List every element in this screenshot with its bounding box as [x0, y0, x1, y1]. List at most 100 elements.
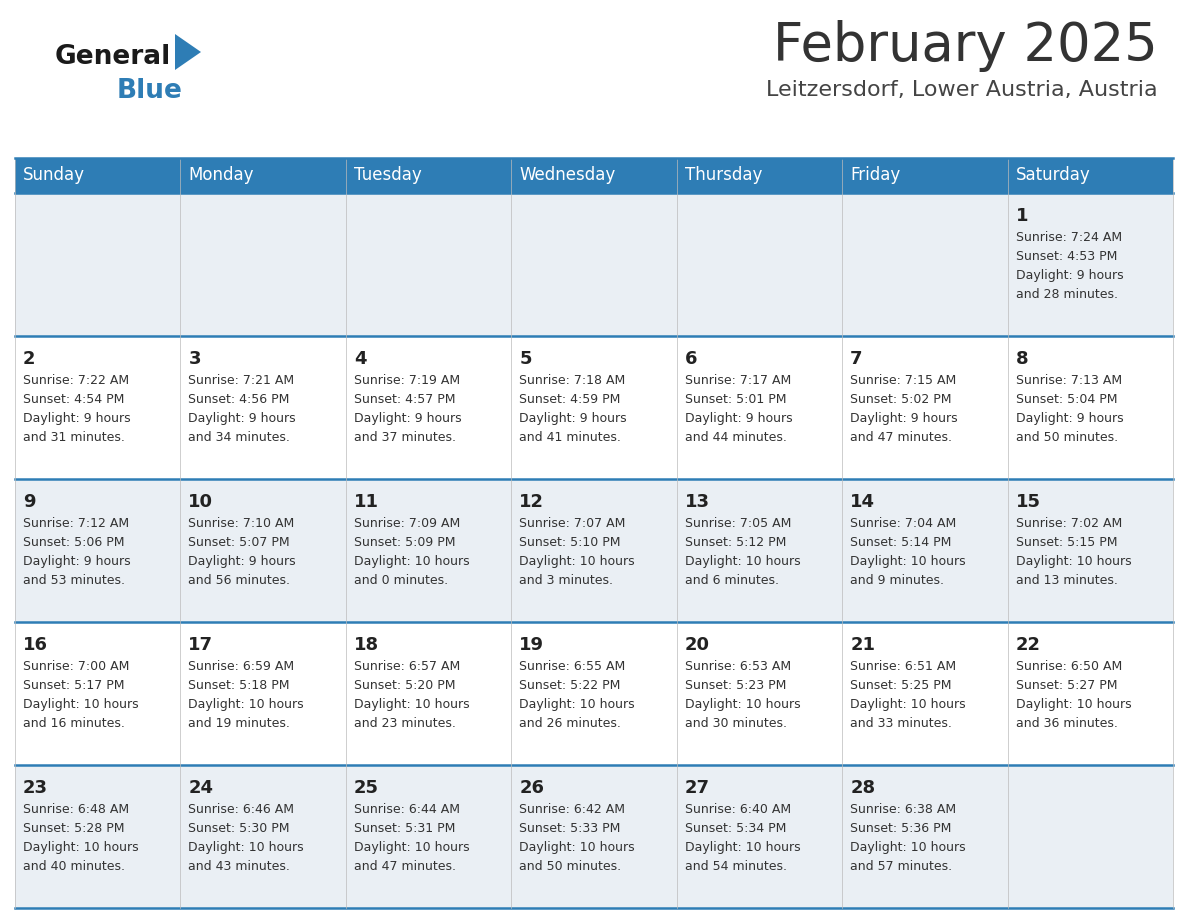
Text: Sunset: 5:25 PM: Sunset: 5:25 PM	[851, 679, 952, 692]
Text: Thursday: Thursday	[684, 166, 762, 185]
Bar	[677, 765, 842, 908]
Text: 10: 10	[189, 493, 214, 511]
Text: 15: 15	[1016, 493, 1041, 511]
Text: Sunrise: 7:17 AM: Sunrise: 7:17 AM	[684, 374, 791, 387]
Text: and 56 minutes.: and 56 minutes.	[189, 574, 290, 587]
Text: 19: 19	[519, 636, 544, 654]
Text: 1: 1	[1016, 207, 1028, 225]
Bar	[181, 765, 346, 908]
Text: Sunrise: 7:12 AM: Sunrise: 7:12 AM	[23, 517, 129, 530]
Text: Saturday: Saturday	[1016, 166, 1091, 185]
Text: Sunset: 5:22 PM: Sunset: 5:22 PM	[519, 679, 620, 692]
Text: Sunset: 4:54 PM: Sunset: 4:54 PM	[23, 393, 125, 406]
Text: 20: 20	[684, 636, 709, 654]
Text: 9: 9	[23, 493, 36, 511]
Bar	[677, 622, 842, 765]
Text: Daylight: 9 hours: Daylight: 9 hours	[519, 412, 627, 425]
Text: and 0 minutes.: and 0 minutes.	[354, 574, 448, 587]
Text: 6: 6	[684, 350, 697, 368]
Text: Daylight: 10 hours: Daylight: 10 hours	[684, 555, 801, 568]
Text: Daylight: 10 hours: Daylight: 10 hours	[1016, 698, 1131, 711]
Text: and 44 minutes.: and 44 minutes.	[684, 431, 786, 444]
Text: 18: 18	[354, 636, 379, 654]
Text: Daylight: 10 hours: Daylight: 10 hours	[684, 841, 801, 854]
Text: Sunset: 5:01 PM: Sunset: 5:01 PM	[684, 393, 786, 406]
Bar	[15, 158, 181, 193]
Bar	[181, 158, 346, 193]
Text: Daylight: 10 hours: Daylight: 10 hours	[519, 698, 634, 711]
Text: General: General	[55, 44, 171, 70]
Text: 7: 7	[851, 350, 862, 368]
Bar	[346, 193, 511, 336]
Bar	[511, 622, 677, 765]
Bar	[1007, 193, 1173, 336]
Bar	[511, 479, 677, 622]
Text: 17: 17	[189, 636, 214, 654]
Text: and 19 minutes.: and 19 minutes.	[189, 717, 290, 730]
Text: Daylight: 10 hours: Daylight: 10 hours	[23, 698, 139, 711]
Bar	[15, 336, 181, 479]
Text: Sunset: 5:18 PM: Sunset: 5:18 PM	[189, 679, 290, 692]
Text: 3: 3	[189, 350, 201, 368]
Text: Sunrise: 6:57 AM: Sunrise: 6:57 AM	[354, 660, 460, 673]
Bar	[677, 158, 842, 193]
Text: and 43 minutes.: and 43 minutes.	[189, 860, 290, 873]
Text: and 53 minutes.: and 53 minutes.	[23, 574, 125, 587]
Bar	[677, 479, 842, 622]
Text: 16: 16	[23, 636, 48, 654]
Text: Sunrise: 6:42 AM: Sunrise: 6:42 AM	[519, 803, 625, 816]
Text: and 50 minutes.: and 50 minutes.	[519, 860, 621, 873]
Text: Sunrise: 6:51 AM: Sunrise: 6:51 AM	[851, 660, 956, 673]
Text: and 40 minutes.: and 40 minutes.	[23, 860, 125, 873]
Text: Sunrise: 6:44 AM: Sunrise: 6:44 AM	[354, 803, 460, 816]
Text: and 3 minutes.: and 3 minutes.	[519, 574, 613, 587]
Text: 8: 8	[1016, 350, 1028, 368]
Text: Sunset: 4:53 PM: Sunset: 4:53 PM	[1016, 250, 1117, 263]
Bar	[842, 158, 1007, 193]
Bar	[181, 336, 346, 479]
Text: Sunset: 5:09 PM: Sunset: 5:09 PM	[354, 536, 455, 549]
Bar	[15, 479, 181, 622]
Text: Sunrise: 7:07 AM: Sunrise: 7:07 AM	[519, 517, 626, 530]
Text: Sunset: 5:33 PM: Sunset: 5:33 PM	[519, 822, 620, 835]
Text: 12: 12	[519, 493, 544, 511]
Text: Sunrise: 7:02 AM: Sunrise: 7:02 AM	[1016, 517, 1121, 530]
Text: 2: 2	[23, 350, 36, 368]
Text: 27: 27	[684, 779, 709, 797]
Text: Sunrise: 6:55 AM: Sunrise: 6:55 AM	[519, 660, 626, 673]
Text: and 54 minutes.: and 54 minutes.	[684, 860, 786, 873]
Text: and 41 minutes.: and 41 minutes.	[519, 431, 621, 444]
Text: Daylight: 9 hours: Daylight: 9 hours	[354, 412, 461, 425]
Bar	[842, 193, 1007, 336]
Text: Sunset: 5:27 PM: Sunset: 5:27 PM	[1016, 679, 1117, 692]
Text: Sunrise: 6:40 AM: Sunrise: 6:40 AM	[684, 803, 791, 816]
Text: Sunday: Sunday	[23, 166, 86, 185]
Text: 13: 13	[684, 493, 709, 511]
Text: 21: 21	[851, 636, 876, 654]
Text: Sunset: 5:02 PM: Sunset: 5:02 PM	[851, 393, 952, 406]
Text: and 16 minutes.: and 16 minutes.	[23, 717, 125, 730]
Text: Sunrise: 7:18 AM: Sunrise: 7:18 AM	[519, 374, 626, 387]
Bar	[842, 765, 1007, 908]
Text: 5: 5	[519, 350, 532, 368]
Text: Sunset: 5:04 PM: Sunset: 5:04 PM	[1016, 393, 1117, 406]
Text: Sunrise: 6:53 AM: Sunrise: 6:53 AM	[684, 660, 791, 673]
Bar	[181, 622, 346, 765]
Text: Sunset: 4:56 PM: Sunset: 4:56 PM	[189, 393, 290, 406]
Text: Sunrise: 7:15 AM: Sunrise: 7:15 AM	[851, 374, 956, 387]
Text: Daylight: 10 hours: Daylight: 10 hours	[851, 555, 966, 568]
Bar	[677, 336, 842, 479]
Text: Sunset: 5:31 PM: Sunset: 5:31 PM	[354, 822, 455, 835]
Text: Sunrise: 7:13 AM: Sunrise: 7:13 AM	[1016, 374, 1121, 387]
Bar	[346, 622, 511, 765]
Text: Sunset: 5:10 PM: Sunset: 5:10 PM	[519, 536, 621, 549]
Text: Daylight: 10 hours: Daylight: 10 hours	[851, 841, 966, 854]
Text: Daylight: 9 hours: Daylight: 9 hours	[189, 555, 296, 568]
Text: Daylight: 9 hours: Daylight: 9 hours	[1016, 412, 1123, 425]
Text: Sunset: 5:12 PM: Sunset: 5:12 PM	[684, 536, 786, 549]
Text: Sunrise: 7:10 AM: Sunrise: 7:10 AM	[189, 517, 295, 530]
Bar	[511, 193, 677, 336]
Bar	[511, 158, 677, 193]
Bar	[181, 193, 346, 336]
Text: Daylight: 10 hours: Daylight: 10 hours	[851, 698, 966, 711]
